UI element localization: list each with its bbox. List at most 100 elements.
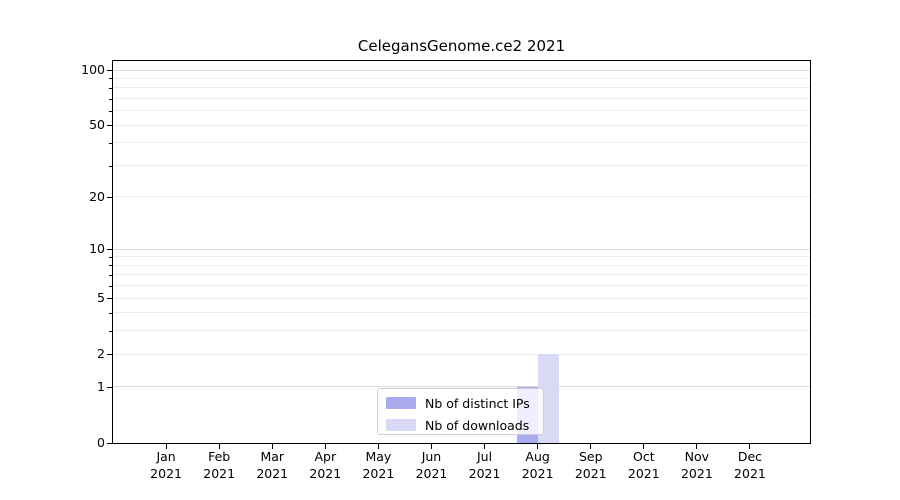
x-tick-year: 2021 [627,466,660,481]
plot-area: Nb of distinct IPs Nb of downloads [112,60,811,444]
x-tick-mark [484,444,486,449]
x-tick-year: 2021 [734,466,766,481]
x-tick-label-may: May 2021 [338,448,418,482]
x-tick-year: 2021 [415,466,448,481]
x-tick-year: 2021 [309,466,342,481]
legend-swatch-distinct-ips [386,397,416,409]
legend: Nb of distinct IPs Nb of downloads [377,388,544,435]
bar-layer [113,61,810,443]
x-tick-month: Aug [525,449,550,464]
x-tick-label-jul: Jul 2021 [445,448,525,482]
y-minor-tick-mark [109,87,112,89]
y-minor-tick-mark [109,78,112,80]
y-minor-tick-mark [109,330,112,332]
gridline [113,124,810,126]
gridline [113,196,810,198]
legend-swatch-downloads [386,419,416,431]
y-tick-mark [107,386,112,388]
x-tick-month: Jun [421,449,442,464]
x-tick-label-mar: Mar 2021 [232,448,312,482]
gridline [113,274,810,276]
y-tick-mark [107,196,112,198]
x-tick-label-jun: Jun 2021 [391,448,471,482]
y-tick-mark [107,249,112,251]
x-tick-year: 2021 [362,466,395,481]
x-tick-month: Nov [684,449,710,464]
x-tick-label-nov: Nov 2021 [657,448,737,482]
gridline [113,248,810,250]
gridline [113,353,810,355]
y-tick-mark [107,354,112,356]
grid-layer [113,61,810,443]
y-minor-tick-mark [109,274,112,276]
y-minor-tick-mark [109,98,112,100]
gridline [113,87,810,89]
y-tick-label: 10 [89,241,105,257]
x-tick-mark [218,444,220,449]
x-tick-mark [377,444,379,449]
y-tick-label: 20 [89,188,105,204]
x-tick-month: May [365,449,392,464]
y-minor-tick-mark [109,110,112,112]
x-tick-mark [696,444,698,449]
y-tick-mark [107,443,112,444]
y-minor-tick-mark [109,312,112,314]
x-tick-year: 2021 [521,466,554,481]
y-minor-tick-mark [109,142,112,144]
gridline [113,330,810,332]
x-tick-mark [643,444,645,449]
x-tick-mark [165,444,167,449]
y-tick-label: 2 [97,346,105,362]
x-tick-label-apr: Apr 2021 [285,448,365,482]
x-tick-month: Jul [477,449,493,464]
y-tick-label: 50 [89,117,105,133]
y-tick-label: 0 [97,435,105,450]
gridline [113,285,810,287]
y-tick-label: 1 [97,378,105,394]
gridline [113,98,810,100]
x-tick-label-feb: Feb 2021 [179,448,259,482]
y-minor-tick-mark [109,285,112,287]
x-tick-mark [430,444,432,449]
x-tick-label-jan: Jan 2021 [126,448,206,482]
y-tick-mark [107,70,112,72]
chart-title: CelegansGenome.ce2 2021 [357,37,566,55]
y-tick-mark [107,125,112,127]
x-tick-label-sep: Sep 2021 [551,448,631,482]
x-tick-year: 2021 [680,466,713,481]
y-minor-tick-mark [109,256,112,258]
x-tick-mark [590,444,592,449]
x-tick-mark [749,444,751,449]
gridline [113,110,810,112]
x-tick-month: Sep [578,449,603,464]
x-tick-year: 2021 [203,466,236,481]
x-tick-label-oct: Oct 2021 [604,448,684,482]
x-tick-mark [271,444,273,449]
x-tick-month: Mar [260,449,285,464]
gridline [113,142,810,144]
x-tick-month: Feb [208,449,231,464]
legend-item-downloads: Nb of downloads [378,414,543,436]
gridline [113,312,810,314]
y-tick-label: 100 [81,62,105,78]
gridline [113,386,810,388]
gridline [113,165,810,166]
x-tick-month: Apr [314,449,337,464]
x-tick-month: Jan [156,449,176,464]
x-tick-year: 2021 [256,466,289,481]
y-minor-tick-mark [109,165,112,167]
x-tick-label-aug: Aug 2021 [498,448,578,482]
legend-label-downloads: Nb of downloads [425,417,530,433]
gridline [113,264,810,266]
legend-item-distinct-ips: Nb of distinct IPs [378,392,543,414]
gridline [113,69,810,71]
x-tick-year: 2021 [150,466,182,481]
y-tick-label: 5 [97,290,105,306]
legend-label-distinct-ips: Nb of distinct IPs [425,395,530,411]
x-tick-mark [537,444,539,449]
x-tick-month: Dec [737,449,763,464]
x-tick-year: 2021 [468,466,501,481]
x-tick-month: Oct [632,449,655,464]
gridline [113,77,810,79]
